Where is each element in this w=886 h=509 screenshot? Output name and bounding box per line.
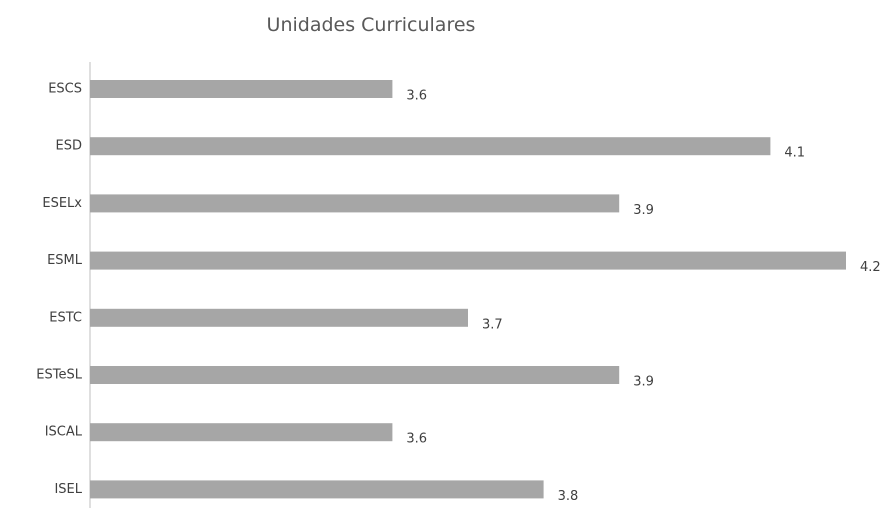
value-label-isel: 3.8: [558, 489, 579, 504]
category-label-esd: ESD: [56, 139, 82, 154]
value-label-estc: 3.7: [482, 317, 503, 332]
value-label-estesl: 3.9: [633, 375, 654, 390]
category-label-estesl: ESTeSL: [36, 368, 82, 383]
category-label-escs: ESCS: [48, 82, 82, 97]
bar-eselx: [90, 194, 620, 213]
category-label-isel: ISEL: [54, 482, 82, 497]
value-label-eselx: 3.9: [633, 203, 654, 218]
bar-escs: [90, 80, 393, 98]
bar-isel: [90, 480, 544, 499]
bar-estesl: [90, 366, 620, 384]
bar-esd: [90, 137, 771, 156]
bar-iscal: [90, 423, 393, 442]
category-label-iscal: ISCAL: [45, 425, 83, 440]
category-label-estc: ESTC: [49, 310, 82, 325]
chart-title: Unidades Curriculares: [266, 14, 476, 36]
value-label-esml: 4.2: [860, 260, 881, 275]
category-label-esml: ESML: [47, 253, 83, 268]
value-label-escs: 3.6: [406, 89, 427, 104]
bar-esml: [90, 251, 846, 270]
value-label-iscal: 3.6: [406, 432, 427, 447]
category-label-eselx: ESELx: [42, 196, 82, 211]
bar-estc: [90, 308, 468, 327]
value-label-esd: 4.1: [784, 146, 805, 161]
